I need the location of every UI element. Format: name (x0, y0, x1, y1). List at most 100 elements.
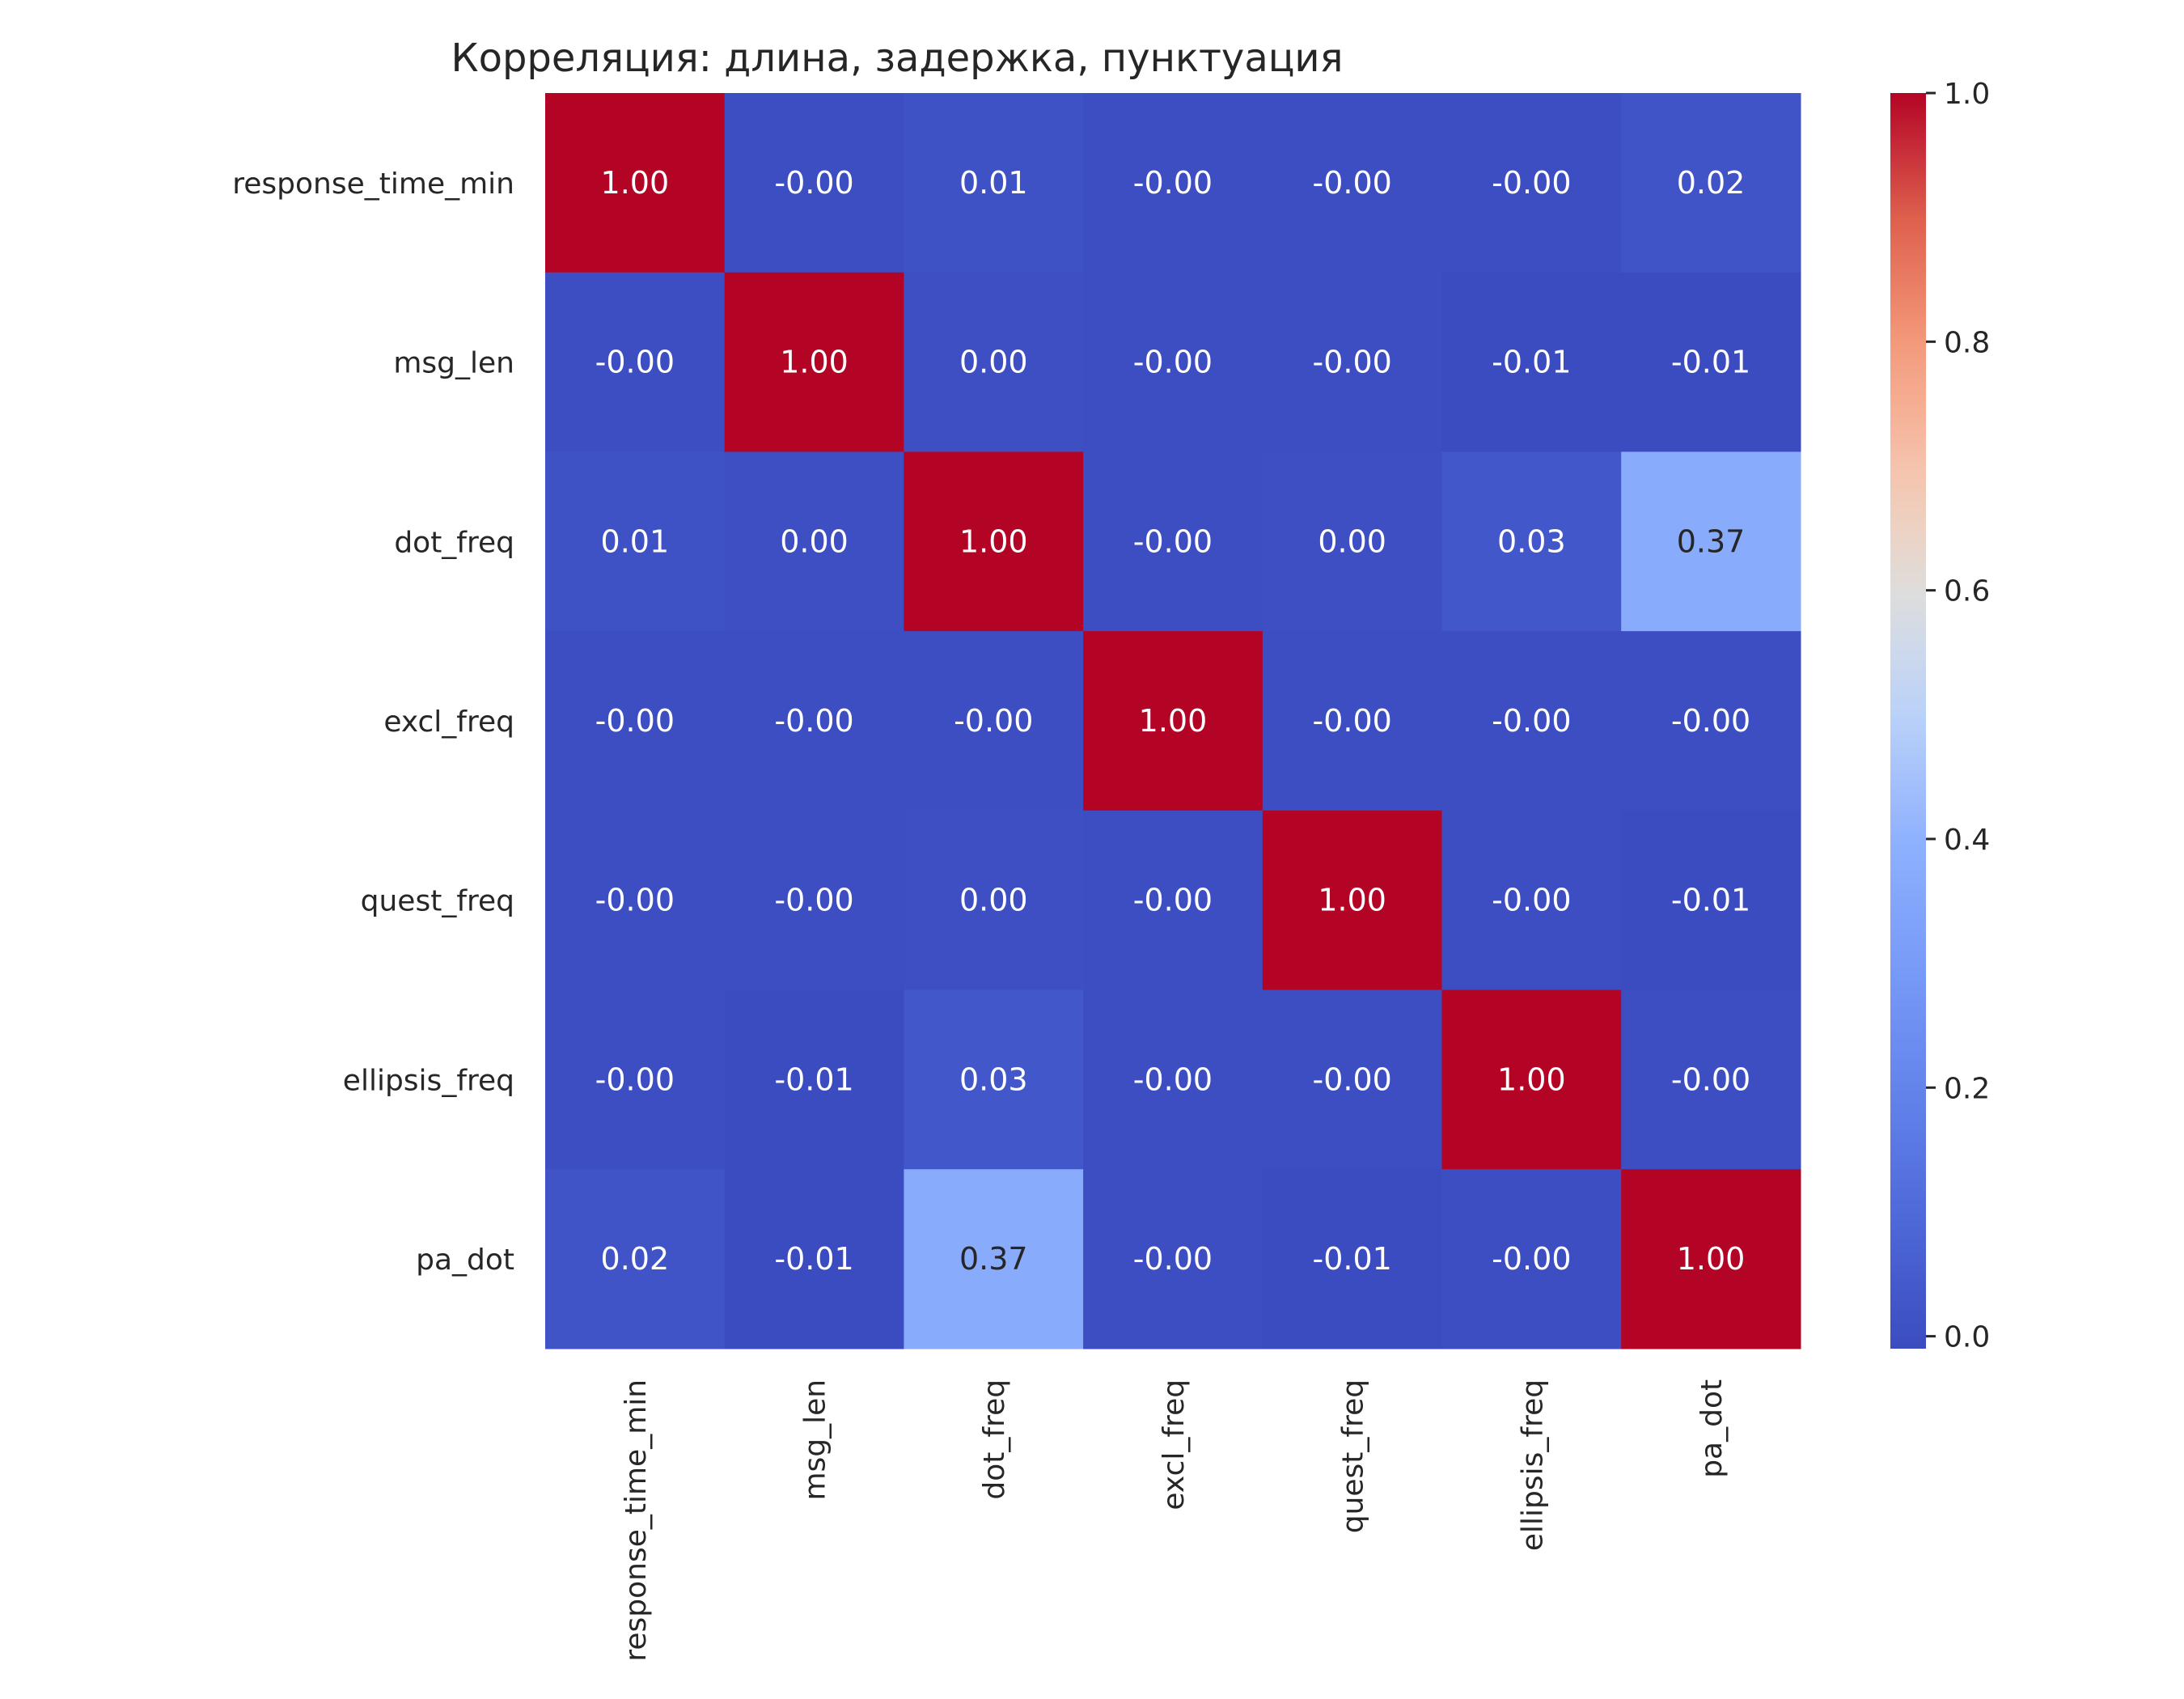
cell-annotation: -0.01 (774, 1061, 853, 1097)
y-tick-label: dot_freq (394, 526, 514, 559)
cell-annotation: 0.00 (959, 883, 1028, 918)
cell-annotation: 0.01 (601, 523, 670, 559)
heatmap-cell (1262, 989, 1443, 1170)
heatmap-cell (1441, 631, 1622, 811)
heatmap-cell (724, 631, 904, 811)
heatmap-cell (1262, 810, 1443, 991)
heatmap-cell (1262, 631, 1443, 811)
cell-annotation: -0.00 (595, 703, 675, 739)
heatmap-cell (1441, 93, 1622, 273)
x-tick-label: msg_len (799, 1379, 832, 1501)
cell-annotations: 1.00 -0.00 0.01 -0.00 -0.00 -0.00 0.02 -0.00 1.0… (595, 165, 1751, 1277)
y-tick-label: ellipsis_freq (343, 1064, 514, 1097)
x-tick-label: response_time_min (620, 1379, 653, 1662)
cell-annotation: -0.00 (1133, 1241, 1213, 1277)
heatmap-cell (1262, 272, 1443, 452)
cell-annotation: -0.00 (1133, 883, 1213, 918)
colorbar: 0.0 0.2 0.4 0.6 0.8 1.0 (1890, 78, 1990, 1354)
chart-title: Корреляция: длина, задержка, пунктуация (451, 36, 1344, 81)
heatmap-cell (545, 93, 726, 273)
cell-annotation: -0.00 (1312, 345, 1391, 380)
heatmap-cell (1083, 272, 1263, 452)
heatmap-cell (1621, 810, 1801, 991)
heatmap-cell (904, 93, 1084, 273)
heatmap-cell (724, 272, 904, 452)
cell-annotation: -0.00 (1492, 165, 1571, 201)
cell-annotation: -0.00 (1492, 703, 1571, 739)
cell-annotation: 0.02 (1677, 165, 1746, 201)
heatmap-cell (904, 1169, 1084, 1349)
y-tick-label: pa_dot (416, 1244, 514, 1277)
cell-annotation: -0.01 (1492, 345, 1571, 380)
heatmap-cell (1621, 272, 1801, 452)
cell-annotation: 1.00 (959, 523, 1028, 559)
heatmap-cell (1083, 93, 1263, 273)
heatmap-cell (1441, 451, 1622, 632)
cell-annotation: -0.00 (954, 703, 1033, 739)
cell-annotation: -0.00 (1492, 1241, 1571, 1277)
colorbar-tick-label: 1.0 (1944, 78, 1990, 111)
cell-annotation: 0.01 (959, 165, 1028, 201)
heatmap-cell (1441, 272, 1622, 452)
cell-annotation: -0.01 (774, 1241, 853, 1277)
colorbar-gradient (1890, 93, 1926, 1349)
cell-annotation: -0.01 (1671, 345, 1750, 380)
cell-annotation: -0.00 (1671, 1061, 1750, 1097)
cell-annotation: -0.01 (1671, 883, 1750, 918)
cell-annotation: -0.00 (1133, 345, 1213, 380)
heatmap-cell (904, 272, 1084, 452)
heatmap-cell (904, 810, 1084, 991)
heatmap-cell (1083, 1169, 1263, 1349)
y-tick-label: response_time_min (232, 167, 514, 201)
heatmap-cell (1083, 989, 1263, 1170)
heatmap-cell (1621, 1169, 1801, 1349)
heatmap-cell (1441, 989, 1622, 1170)
cell-annotation: 0.03 (1497, 523, 1566, 559)
colorbar-tick-label: 0.2 (1944, 1072, 1990, 1105)
y-tick-label: msg_len (393, 347, 514, 380)
heatmap-cell (545, 989, 726, 1170)
cell-annotation: -0.00 (1671, 703, 1750, 739)
colorbar-tick-label: 0.6 (1944, 575, 1990, 608)
y-tick-label: excl_freq (383, 705, 514, 739)
cell-annotation: -0.00 (1312, 165, 1391, 201)
heatmap-cell (724, 451, 904, 632)
heatmap-cell (904, 989, 1084, 1170)
heatmap-cell (1621, 93, 1801, 273)
heatmap-cell (724, 810, 904, 991)
cell-annotation: 1.00 (1139, 703, 1208, 739)
heatmap-cell (724, 93, 904, 273)
cell-annotation: -0.00 (1133, 523, 1213, 559)
x-tick-label: excl_freq (1158, 1379, 1191, 1510)
heatmap-cell (545, 1169, 726, 1349)
heatmap-cell (1083, 631, 1263, 811)
colorbar-tick-label: 0.0 (1944, 1321, 1990, 1354)
cell-annotation: 0.37 (1677, 523, 1746, 559)
cell-annotation: 0.00 (959, 345, 1028, 380)
cell-annotation: -0.00 (1133, 1061, 1213, 1097)
heatmap-cell (545, 272, 726, 452)
cell-annotation: -0.00 (774, 883, 853, 918)
cell-annotation: -0.00 (774, 165, 853, 201)
heatmap-cell (545, 451, 726, 632)
cell-annotation: -0.00 (1492, 883, 1571, 918)
cell-annotation: 1.00 (1497, 1061, 1566, 1097)
cell-annotation: 0.00 (780, 523, 849, 559)
heatmap-cell (1621, 451, 1801, 632)
cell-annotation: 1.00 (1677, 1241, 1746, 1277)
heatmap-cell (1441, 1169, 1622, 1349)
cell-annotation: -0.00 (1312, 1061, 1391, 1097)
cell-annotation: 0.03 (959, 1061, 1028, 1097)
heatmap-cell (545, 810, 726, 991)
x-tick-label: quest_freq (1337, 1379, 1370, 1533)
heatmap-cell (1441, 810, 1622, 991)
heatmap-cell (1262, 1169, 1443, 1349)
cell-annotation: -0.00 (595, 345, 675, 380)
x-tick-label: ellipsis_freq (1516, 1379, 1549, 1551)
cell-annotation: 0.02 (601, 1241, 670, 1277)
heatmap-cell (1083, 810, 1263, 991)
heatmap-cell (724, 989, 904, 1170)
cell-annotation: 0.37 (959, 1241, 1028, 1277)
